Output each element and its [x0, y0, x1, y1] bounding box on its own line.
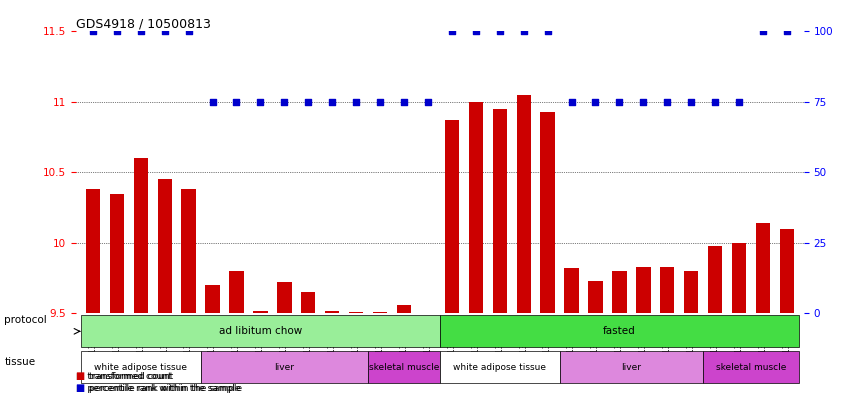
Bar: [440, 315, 799, 347]
Point: [206, 99, 219, 105]
Point: [373, 99, 387, 105]
Bar: [708, 246, 722, 313]
Bar: [703, 351, 799, 383]
Text: ■ percentile rank within the sample: ■ percentile rank within the sample: [76, 384, 240, 393]
Point: [110, 28, 124, 35]
Bar: [81, 351, 201, 383]
Bar: [588, 281, 602, 313]
Text: liver: liver: [274, 363, 294, 372]
Point: [277, 99, 291, 105]
Point: [493, 28, 507, 35]
Bar: [373, 312, 387, 313]
Point: [565, 99, 579, 105]
Bar: [349, 312, 363, 313]
Text: percentile rank within the sample: percentile rank within the sample: [89, 384, 242, 393]
Text: white adipose tissue: white adipose tissue: [453, 363, 547, 372]
Point: [398, 99, 411, 105]
Bar: [301, 292, 316, 313]
Bar: [660, 267, 674, 313]
Point: [469, 28, 482, 35]
Bar: [325, 310, 339, 313]
Point: [158, 28, 172, 35]
Bar: [134, 158, 148, 313]
Bar: [440, 351, 559, 383]
Text: ■: ■: [75, 383, 85, 393]
Bar: [81, 315, 440, 347]
Text: protocol: protocol: [4, 315, 47, 325]
Text: liver: liver: [621, 363, 641, 372]
Point: [349, 99, 363, 105]
Bar: [157, 180, 172, 313]
Point: [445, 28, 459, 35]
Point: [684, 99, 698, 105]
Text: fasted: fasted: [603, 326, 636, 336]
Point: [301, 99, 315, 105]
Bar: [492, 109, 507, 313]
Bar: [541, 112, 555, 313]
Text: ■: ■: [75, 371, 85, 381]
Point: [780, 28, 794, 35]
Bar: [229, 271, 244, 313]
Point: [708, 99, 722, 105]
Bar: [445, 120, 459, 313]
Text: ■ transformed count: ■ transformed count: [76, 372, 172, 381]
Text: transformed count: transformed count: [89, 372, 173, 381]
Text: ad libitum chow: ad libitum chow: [219, 326, 302, 336]
Point: [589, 99, 602, 105]
Point: [326, 99, 339, 105]
Point: [541, 28, 554, 35]
Text: tissue: tissue: [4, 356, 36, 367]
Bar: [517, 95, 530, 313]
Point: [756, 28, 770, 35]
Bar: [755, 223, 770, 313]
Point: [733, 99, 746, 105]
Bar: [206, 285, 220, 313]
Bar: [85, 189, 100, 313]
Bar: [181, 189, 195, 313]
Bar: [732, 243, 746, 313]
Bar: [684, 271, 699, 313]
Bar: [277, 282, 292, 313]
Point: [517, 28, 530, 35]
Bar: [559, 351, 703, 383]
Point: [421, 99, 435, 105]
Point: [86, 28, 100, 35]
Text: white adipose tissue: white adipose tissue: [94, 363, 187, 372]
Bar: [397, 305, 411, 313]
Text: skeletal muscle: skeletal muscle: [716, 363, 786, 372]
Point: [182, 28, 195, 35]
Bar: [201, 351, 368, 383]
Point: [613, 99, 626, 105]
Bar: [564, 268, 579, 313]
Point: [661, 99, 674, 105]
Point: [254, 99, 267, 105]
Point: [636, 99, 650, 105]
Point: [230, 99, 244, 105]
Bar: [368, 351, 440, 383]
Bar: [613, 271, 627, 313]
Bar: [469, 102, 483, 313]
Text: GDS4918 / 10500813: GDS4918 / 10500813: [76, 17, 211, 30]
Bar: [110, 193, 124, 313]
Text: skeletal muscle: skeletal muscle: [369, 363, 439, 372]
Bar: [253, 310, 267, 313]
Bar: [780, 229, 794, 313]
Bar: [636, 267, 651, 313]
Point: [134, 28, 147, 35]
